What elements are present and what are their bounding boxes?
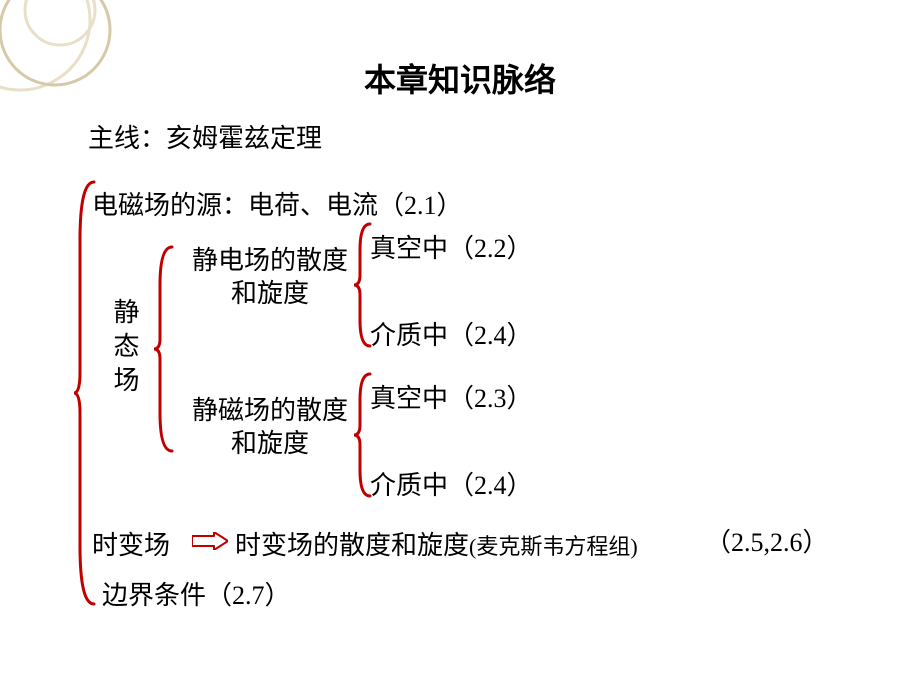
vacuum-electric: 真空中（2.2） [370, 228, 533, 265]
magnetic-divcurl: 静磁场的散度和旋度 [190, 395, 350, 460]
medium-electric: 介质中（2.4） [370, 315, 533, 352]
arrow-right-icon [192, 532, 228, 550]
timevary-text: 时变场的散度和旋度(麦克斯韦方程组) [235, 525, 638, 562]
timevary-ref: （2.5,2.6） [705, 522, 829, 559]
timevary-main: 时变场的散度和旋度 [235, 531, 469, 560]
boundary-line: 边界条件（2.7） [102, 575, 291, 612]
vacuum-magnetic: 真空中（2.3） [370, 378, 533, 415]
medium-magnetic: 介质中（2.4） [370, 465, 533, 502]
source-line: 电磁场的源：电荷、电流（2.1） [92, 185, 463, 222]
static-field-label: 静态场 [106, 298, 143, 400]
mainline-text: 主线：亥姆霍兹定理 [88, 118, 322, 155]
timevary-label: 时变场 [92, 525, 170, 562]
timevary-note: (麦克斯韦方程组) [469, 534, 638, 559]
electric-divcurl: 静电场的散度和旋度 [190, 245, 350, 310]
slide-title: 本章知识脉络 [0, 55, 920, 101]
brace-static [154, 245, 174, 453]
